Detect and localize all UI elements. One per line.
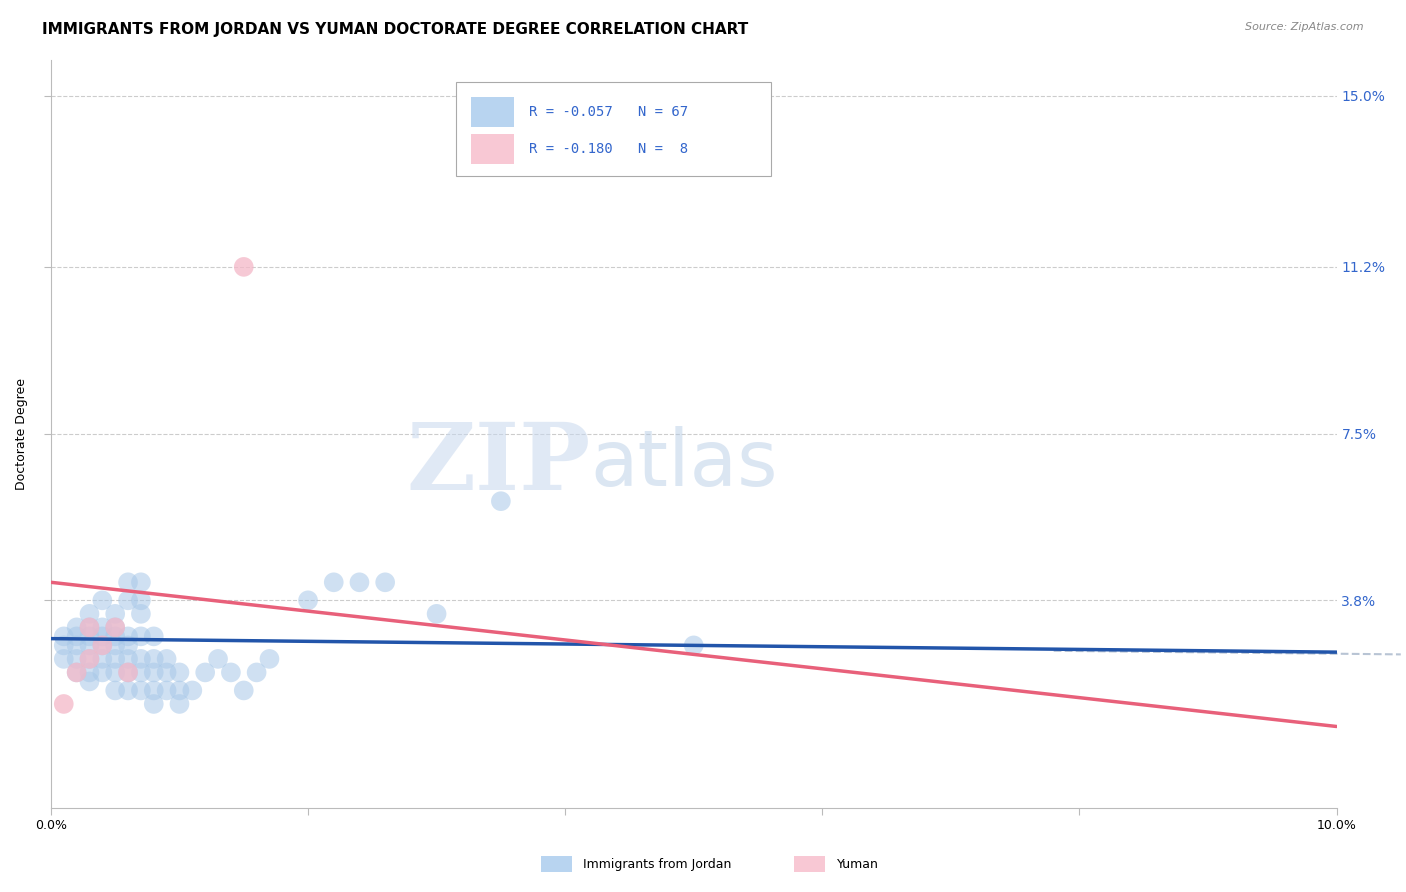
Point: [117, 665, 139, 680]
Point: [232, 260, 254, 274]
Text: ZIP: ZIP: [406, 418, 591, 508]
Point: [207, 652, 229, 666]
Point: [91, 652, 114, 666]
Y-axis label: Doctorate Degree: Doctorate Degree: [15, 377, 28, 490]
Point: [142, 683, 165, 698]
Point: [66, 665, 89, 680]
Point: [169, 697, 191, 711]
Point: [104, 620, 127, 634]
Text: Immigrants from Jordan: Immigrants from Jordan: [583, 858, 733, 871]
Point: [91, 629, 114, 643]
Point: [181, 683, 204, 698]
Point: [117, 665, 139, 680]
Point: [232, 683, 254, 698]
Point: [104, 639, 127, 653]
Point: [52, 697, 75, 711]
Point: [169, 683, 191, 698]
Point: [156, 652, 179, 666]
Point: [129, 665, 152, 680]
Point: [66, 652, 89, 666]
Point: [129, 593, 152, 607]
Point: [219, 665, 242, 680]
Point: [66, 665, 89, 680]
Point: [349, 575, 371, 590]
Point: [66, 620, 89, 634]
Point: [104, 665, 127, 680]
Point: [79, 652, 101, 666]
Point: [129, 683, 152, 698]
Point: [104, 607, 127, 621]
Point: [104, 652, 127, 666]
Point: [117, 639, 139, 653]
Point: [104, 629, 127, 643]
Point: [374, 575, 396, 590]
Point: [129, 575, 152, 590]
Text: R = -0.180   N =  8: R = -0.180 N = 8: [529, 143, 689, 156]
Point: [142, 697, 165, 711]
FancyBboxPatch shape: [456, 82, 770, 176]
Point: [426, 607, 449, 621]
Point: [104, 620, 127, 634]
Point: [66, 639, 89, 653]
Point: [91, 639, 114, 653]
Text: IMMIGRANTS FROM JORDAN VS YUMAN DOCTORATE DEGREE CORRELATION CHART: IMMIGRANTS FROM JORDAN VS YUMAN DOCTORAT…: [42, 22, 748, 37]
Point: [489, 494, 512, 508]
Point: [246, 665, 269, 680]
Point: [79, 607, 101, 621]
Point: [52, 652, 75, 666]
Point: [79, 629, 101, 643]
Point: [129, 629, 152, 643]
Point: [52, 639, 75, 653]
Text: R = -0.057   N = 67: R = -0.057 N = 67: [529, 105, 689, 119]
Point: [79, 652, 101, 666]
Point: [142, 665, 165, 680]
Point: [156, 665, 179, 680]
Point: [142, 652, 165, 666]
Text: Yuman: Yuman: [837, 858, 879, 871]
Point: [52, 629, 75, 643]
Point: [79, 620, 101, 634]
Text: atlas: atlas: [591, 425, 779, 501]
Point: [117, 575, 139, 590]
Point: [117, 683, 139, 698]
Point: [117, 652, 139, 666]
Point: [682, 639, 704, 653]
Point: [91, 665, 114, 680]
Point: [129, 652, 152, 666]
Point: [79, 665, 101, 680]
Point: [91, 593, 114, 607]
Point: [117, 629, 139, 643]
Point: [322, 575, 344, 590]
Point: [194, 665, 217, 680]
Point: [117, 593, 139, 607]
Point: [91, 620, 114, 634]
Bar: [471, 135, 513, 164]
Point: [79, 620, 101, 634]
Point: [79, 639, 101, 653]
Text: Source: ZipAtlas.com: Source: ZipAtlas.com: [1246, 22, 1364, 32]
Point: [79, 674, 101, 689]
Point: [142, 629, 165, 643]
Point: [297, 593, 319, 607]
Point: [169, 665, 191, 680]
Point: [91, 639, 114, 653]
Point: [104, 683, 127, 698]
Point: [156, 683, 179, 698]
Bar: [471, 97, 513, 127]
Point: [129, 607, 152, 621]
Point: [259, 652, 281, 666]
Point: [66, 629, 89, 643]
